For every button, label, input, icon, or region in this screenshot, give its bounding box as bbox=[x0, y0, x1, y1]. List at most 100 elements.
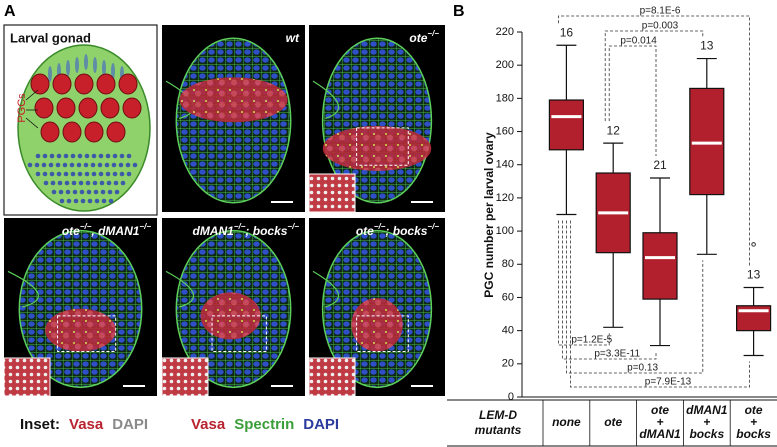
image-label: dMAN1−/−; bocks−/− bbox=[192, 222, 299, 238]
somatic-nucleus bbox=[92, 180, 98, 186]
somatic-nucleus bbox=[69, 162, 75, 168]
label-text: ote bbox=[356, 224, 374, 238]
p-value: p=7.9E-13 bbox=[645, 377, 692, 388]
somatic-nucleus bbox=[71, 180, 77, 186]
pgc-cell bbox=[122, 97, 142, 119]
somatic-nucleus bbox=[35, 153, 41, 159]
label-text: dMAN1 bbox=[192, 224, 234, 238]
superscript: −/− bbox=[374, 222, 386, 231]
y-tick-label: 60 bbox=[502, 291, 514, 303]
pgc-cell bbox=[78, 97, 98, 119]
spectrin-fiber bbox=[312, 80, 340, 120]
x-category-label: ote bbox=[651, 403, 669, 417]
row-header: mutants bbox=[475, 423, 522, 437]
label-text: ; bocks bbox=[385, 224, 427, 238]
pgc-cluster bbox=[45, 308, 116, 352]
x-category-label: + bbox=[656, 415, 663, 429]
panel-b: 0 20 40 60 80 100 120 140 160 180 200 220 PGC number… bbox=[447, 6, 777, 447]
somatic-cell bbox=[48, 66, 52, 82]
somatic-cell bbox=[111, 63, 115, 79]
somatic-nucleus bbox=[84, 153, 90, 159]
somatic-nucleus bbox=[97, 162, 103, 168]
somatic-nucleus bbox=[112, 153, 118, 159]
pgc-cell bbox=[74, 73, 94, 95]
somatic-nucleus bbox=[56, 153, 62, 159]
superscript: −/− bbox=[139, 222, 151, 231]
somatic-nucleus bbox=[70, 153, 76, 159]
y-tick-label: 0 bbox=[508, 391, 514, 403]
superscript: −/− bbox=[427, 222, 439, 231]
y-tick-label: 220 bbox=[496, 26, 514, 38]
somatic-nucleus bbox=[62, 162, 68, 168]
x-category-label: dMAN1 bbox=[639, 427, 681, 441]
pgc-cell bbox=[84, 121, 104, 143]
image-label: ote−/−, dMAN1−/− bbox=[62, 222, 151, 238]
pgc-cell bbox=[106, 121, 126, 143]
somatic-nucleus bbox=[80, 198, 86, 204]
somatic-nucleus bbox=[83, 162, 89, 168]
somatic-nucleus bbox=[114, 189, 120, 195]
p-value: p=0.13 bbox=[627, 363, 658, 374]
somatic-nucleus bbox=[34, 162, 40, 168]
somatic-nucleus bbox=[56, 171, 62, 177]
row-header: LEM-D bbox=[479, 408, 517, 422]
inset bbox=[3, 357, 51, 397]
pgc-cell bbox=[40, 121, 60, 143]
somatic-nucleus bbox=[106, 180, 112, 186]
inset bbox=[308, 357, 356, 397]
legend-text: Spectrin bbox=[234, 416, 294, 433]
somatic-nucleus bbox=[27, 162, 33, 168]
n-label: 21 bbox=[653, 158, 667, 172]
label-text: , dMAN1 bbox=[90, 224, 139, 238]
significance-bracket bbox=[570, 220, 750, 388]
somatic-nucleus bbox=[41, 162, 47, 168]
pgc-cell bbox=[52, 73, 72, 95]
label-text: ote bbox=[409, 31, 427, 45]
y-tick-label: 40 bbox=[502, 325, 514, 337]
somatic-nucleus bbox=[104, 162, 110, 168]
pgc-cell bbox=[62, 121, 82, 143]
somatic-nucleus bbox=[72, 189, 78, 195]
somatic-nucleus bbox=[87, 198, 93, 204]
somatic-cell bbox=[66, 60, 70, 76]
p-value: p=1.2E-5 bbox=[571, 335, 612, 346]
superscript: −/− bbox=[234, 222, 246, 231]
somatic-nucleus bbox=[59, 198, 65, 204]
somatic-nucleus bbox=[73, 198, 79, 204]
legend-text: Inset: bbox=[20, 416, 60, 433]
pgc-arrow bbox=[25, 89, 39, 129]
somatic-nucleus bbox=[42, 153, 48, 159]
pgc-cell bbox=[34, 97, 54, 119]
image-label: ote−/− bbox=[409, 29, 439, 45]
somatic-nucleus bbox=[91, 171, 97, 177]
outlier bbox=[751, 242, 756, 247]
panel-label: B bbox=[453, 3, 465, 20]
somatic-nucleus bbox=[77, 153, 83, 159]
somatic-cell bbox=[102, 60, 106, 76]
somatic-nucleus bbox=[91, 153, 97, 159]
somatic-nucleus bbox=[70, 171, 76, 177]
somatic-nucleus bbox=[79, 189, 85, 195]
somatic-nucleus bbox=[125, 162, 131, 168]
significance-bracket bbox=[558, 220, 610, 346]
somatic-nucleus bbox=[118, 162, 124, 168]
somatic-nucleus bbox=[57, 180, 63, 186]
somatic-nucleus bbox=[66, 198, 72, 204]
box bbox=[689, 87, 725, 196]
x-category-label: none bbox=[552, 415, 581, 429]
y-axis-label: PGC number per larval ovary bbox=[482, 132, 496, 298]
image-label: wt bbox=[286, 31, 300, 45]
somatic-nucleus bbox=[63, 153, 69, 159]
somatic-nucleus bbox=[105, 171, 111, 177]
pgc-cell bbox=[96, 73, 116, 95]
schematic-title: Larval gonad bbox=[10, 30, 91, 45]
somatic-nucleus bbox=[107, 189, 113, 195]
somatic-nucleus bbox=[108, 198, 114, 204]
label-text: ; bocks bbox=[245, 224, 287, 238]
n-label: 13 bbox=[700, 39, 714, 53]
y-tick-label: 200 bbox=[496, 59, 514, 71]
somatic-nucleus bbox=[111, 162, 117, 168]
somatic-nucleus bbox=[49, 171, 55, 177]
somatic-nucleus bbox=[119, 153, 125, 159]
